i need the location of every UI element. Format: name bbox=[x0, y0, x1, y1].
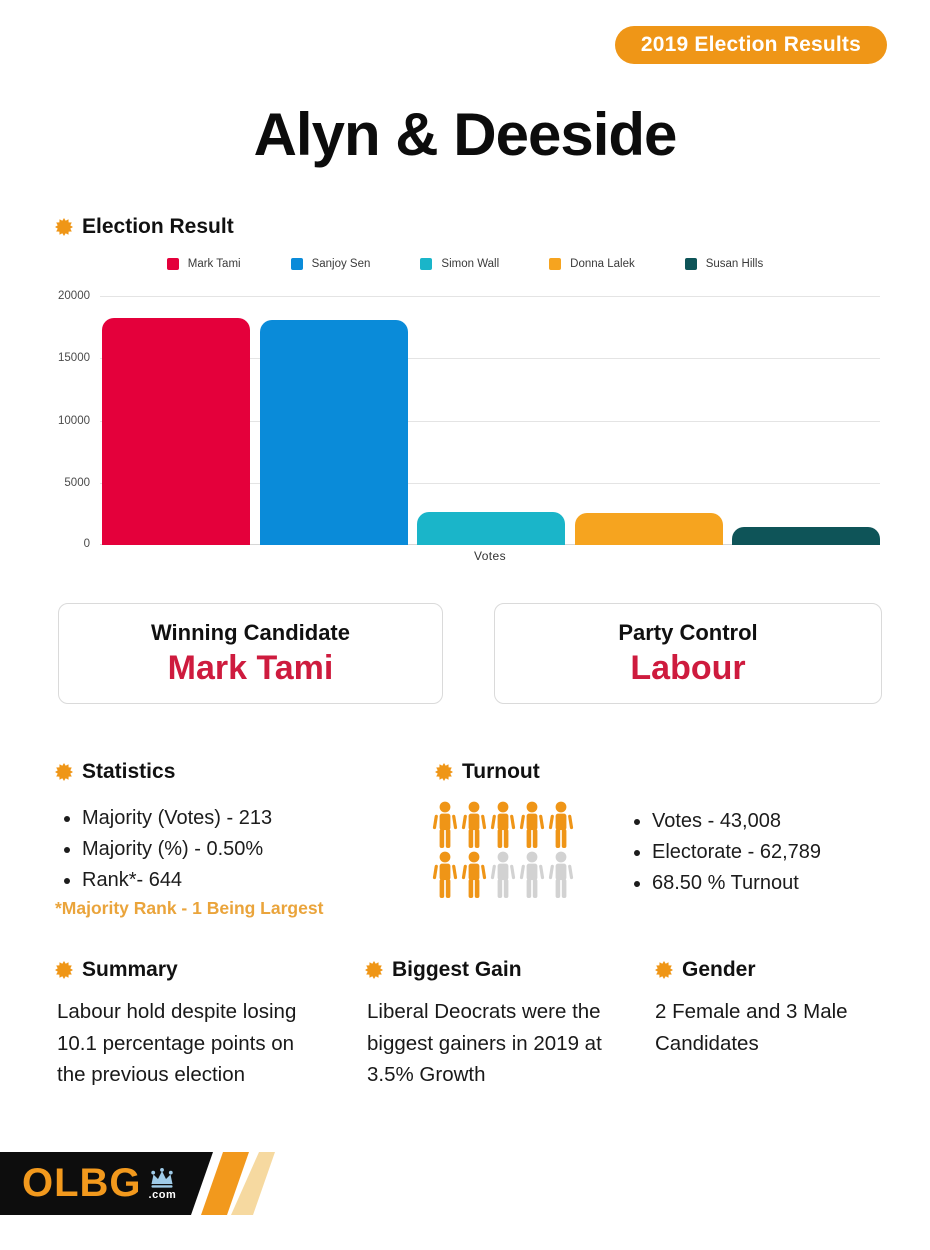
person-icon bbox=[519, 851, 545, 898]
turnout-item: Votes - 43,008 bbox=[652, 806, 821, 837]
turnout-list: Votes - 43,008 Electorate - 62,789 68.50… bbox=[630, 806, 821, 899]
bar-simon-wall bbox=[417, 512, 565, 545]
majority-rank-footnote: *Majority Rank - 1 Being Largest bbox=[55, 898, 324, 918]
section-heading-gender: Gender bbox=[655, 958, 756, 982]
olbg-logo: OLBG .com bbox=[22, 1152, 176, 1215]
statistics-list: Majority (Votes) - 213 Majority (%) - 0.… bbox=[60, 803, 272, 896]
bar-mark-tami bbox=[102, 318, 250, 545]
section-heading-election-result: Election Result bbox=[55, 215, 234, 239]
gridline bbox=[100, 296, 880, 297]
starburst-icon bbox=[55, 763, 73, 781]
section-heading-label: Summary bbox=[82, 958, 178, 981]
section-heading-label: Gender bbox=[682, 958, 756, 981]
y-tick-label: 20000 bbox=[58, 290, 90, 302]
gender-text: 2 Female and 3 Male Candidates bbox=[655, 1000, 848, 1055]
chart-legend: Mark Tami Sanjoy Sen Simon Wall Donna La… bbox=[60, 258, 870, 270]
person-icon bbox=[548, 851, 574, 898]
person-icon bbox=[490, 801, 516, 848]
y-tick-label: 10000 bbox=[58, 414, 90, 427]
legend-item: Mark Tami bbox=[166, 258, 241, 270]
y-tick-label: 0 bbox=[83, 538, 90, 550]
legend-item: Sanjoy Sen bbox=[290, 258, 371, 270]
card-title: Winning Candidate bbox=[150, 620, 350, 645]
person-icon bbox=[432, 851, 458, 898]
bar-donna-lalek bbox=[574, 513, 723, 545]
starburst-icon bbox=[365, 961, 383, 979]
section-heading-summary: Summary bbox=[55, 958, 178, 982]
statistics-item: Majority (%) - 0.50% bbox=[82, 834, 272, 865]
legend-item: Simon Wall bbox=[420, 258, 499, 270]
person-icon bbox=[490, 851, 516, 898]
turnout-item: Electorate - 62,789 bbox=[652, 837, 821, 868]
bar-sanjoy-sen bbox=[259, 320, 408, 545]
crown-icon bbox=[151, 1168, 174, 1188]
party-control-name: Labour bbox=[630, 649, 746, 687]
section-heading-label: Turnout bbox=[462, 760, 540, 783]
page-title: Alyn & Deeside bbox=[253, 101, 678, 168]
olbg-brand-text: OLBG bbox=[22, 1161, 142, 1205]
legend-label: Susan Hills bbox=[705, 258, 764, 270]
statistics-item: Majority (Votes) - 213 bbox=[82, 803, 272, 834]
person-icon bbox=[548, 801, 574, 848]
y-tick-label: 5000 bbox=[64, 476, 90, 489]
winning-candidate-name: Mark Tami bbox=[167, 649, 334, 687]
section-heading-label: Election Result bbox=[82, 215, 234, 238]
legend-item: Donna Lalek bbox=[549, 258, 635, 270]
legend-item: Susan Hills bbox=[684, 258, 764, 270]
person-icon bbox=[461, 801, 487, 848]
gridline bbox=[100, 420, 880, 422]
person-icon bbox=[461, 851, 487, 898]
winning-candidate-card: Winning Candidate Mark Tami bbox=[58, 603, 443, 704]
legend-label: Donna Lalek bbox=[570, 258, 635, 270]
legend-swatch bbox=[290, 258, 303, 270]
summary-text: Labour hold despite losing 10.1 percenta… bbox=[57, 1000, 297, 1086]
legend-label: Sanjoy Sen bbox=[311, 258, 371, 270]
legend-swatch bbox=[684, 258, 697, 270]
legend-label: Mark Tami bbox=[187, 258, 241, 270]
section-heading-statistics: Statistics bbox=[55, 760, 175, 784]
gridline bbox=[100, 482, 880, 484]
legend-swatch bbox=[549, 258, 562, 270]
legend-swatch bbox=[420, 258, 433, 270]
olbg-logo-background bbox=[0, 1152, 275, 1215]
legend-label: Simon Wall bbox=[441, 258, 500, 270]
starburst-icon bbox=[55, 218, 73, 236]
turnout-pictogram bbox=[432, 801, 578, 899]
section-heading-label: Statistics bbox=[82, 760, 176, 783]
legend-swatch bbox=[166, 258, 179, 270]
card-title: Party Control bbox=[618, 620, 758, 645]
starburst-icon bbox=[55, 961, 73, 979]
section-heading-label: Biggest Gain bbox=[392, 958, 522, 981]
section-heading-biggest-gain: Biggest Gain bbox=[365, 958, 522, 982]
bar-chart: 20000 15000 10000 5000 0 bbox=[58, 290, 880, 550]
biggest-gain-text: Liberal Deocrats were the biggest gainer… bbox=[367, 1000, 602, 1086]
starburst-icon bbox=[435, 763, 453, 781]
party-control-card: Party Control Labour bbox=[494, 603, 882, 704]
y-tick-label: 15000 bbox=[58, 352, 90, 365]
person-icon bbox=[519, 801, 545, 848]
olbg-domain-text: .com bbox=[148, 1189, 177, 1201]
year-badge: 2019 Election Results bbox=[614, 26, 887, 64]
gridline bbox=[100, 358, 880, 360]
x-axis-label: Votes bbox=[473, 549, 507, 563]
starburst-icon bbox=[655, 961, 673, 979]
person-icon bbox=[432, 801, 458, 848]
turnout-item: 68.50 % Turnout bbox=[652, 868, 821, 899]
section-heading-turnout: Turnout bbox=[435, 760, 540, 784]
bar-susan-hills bbox=[732, 527, 880, 545]
statistics-item: Rank*- 644 bbox=[82, 865, 272, 896]
